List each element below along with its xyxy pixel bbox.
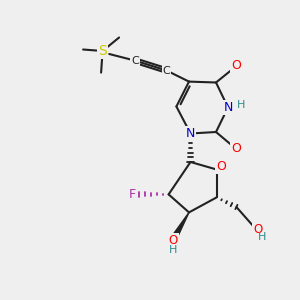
Text: O: O (216, 160, 226, 173)
Text: H: H (169, 244, 178, 255)
Text: H: H (258, 232, 266, 242)
Text: C: C (163, 65, 170, 76)
Text: N: N (186, 127, 195, 140)
Text: O: O (231, 142, 241, 155)
Text: F: F (128, 188, 136, 201)
Text: O: O (254, 223, 262, 236)
Polygon shape (172, 212, 189, 238)
Text: O: O (232, 59, 241, 72)
Text: C: C (131, 56, 139, 66)
Text: N: N (223, 101, 233, 114)
Text: O: O (169, 234, 178, 247)
Text: S: S (98, 44, 107, 58)
Text: H: H (236, 100, 245, 110)
